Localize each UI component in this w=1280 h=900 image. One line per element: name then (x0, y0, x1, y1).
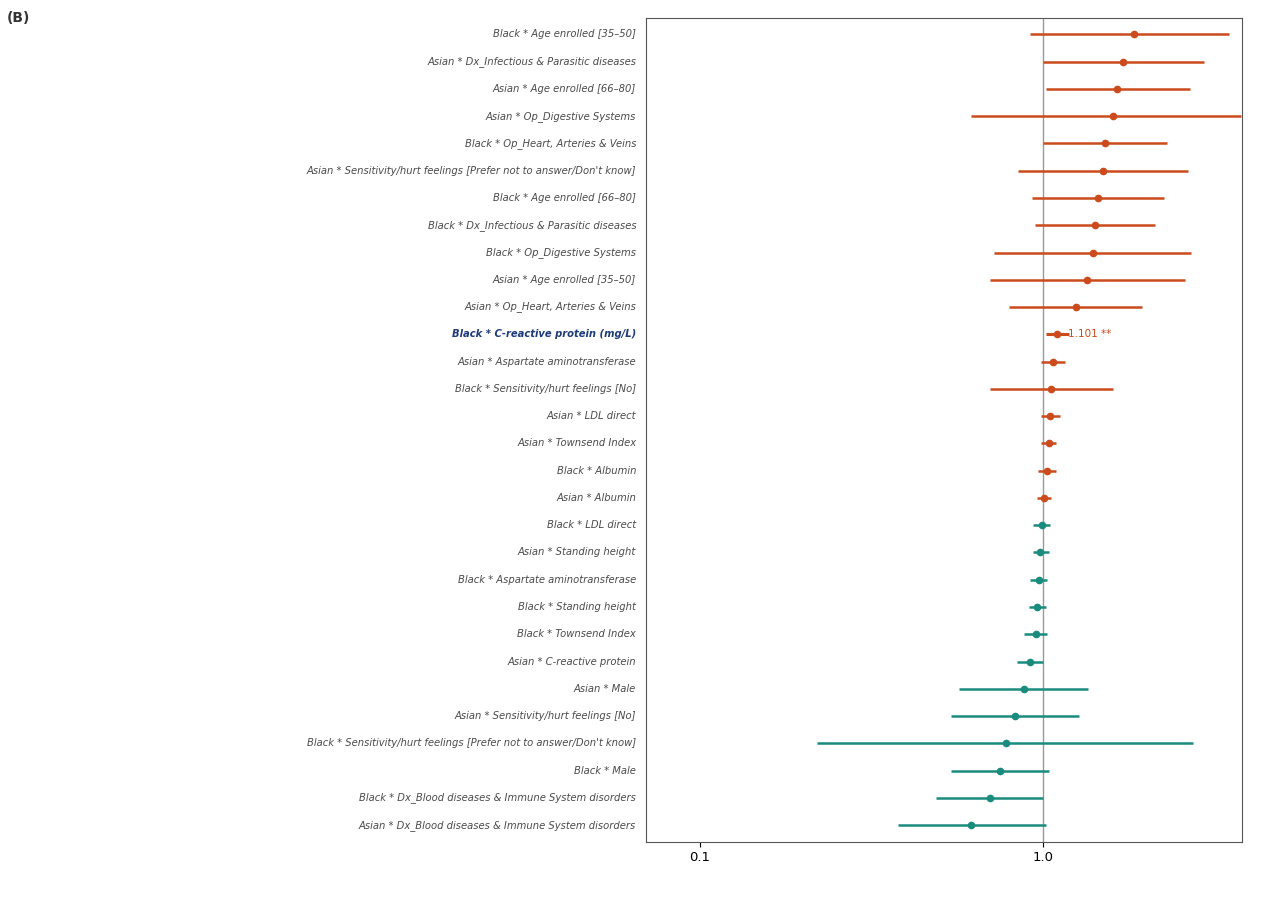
Text: Asian * LDL direct: Asian * LDL direct (547, 411, 636, 421)
Text: Asian * Standing height: Asian * Standing height (518, 547, 636, 557)
Text: 1.101 **: 1.101 ** (1068, 329, 1111, 339)
Text: Black * Op_Digestive Systems: Black * Op_Digestive Systems (486, 248, 636, 258)
Text: Asian * Male: Asian * Male (573, 684, 636, 694)
Text: Asian * Sensitivity/hurt feelings [No]: Asian * Sensitivity/hurt feelings [No] (454, 711, 636, 721)
Text: Asian * Sensitivity/hurt feelings [Prefer not to answer/Don't know]: Asian * Sensitivity/hurt feelings [Prefe… (307, 166, 636, 176)
Text: Black * Sensitivity/hurt feelings [No]: Black * Sensitivity/hurt feelings [No] (454, 383, 636, 394)
Text: Black * Age enrolled [35–50]: Black * Age enrolled [35–50] (493, 30, 636, 40)
Text: Black * Op_Heart, Arteries & Veins: Black * Op_Heart, Arteries & Veins (465, 138, 636, 148)
Text: Black * Albumin: Black * Albumin (557, 465, 636, 476)
Text: Asian * Albumin: Asian * Albumin (557, 493, 636, 503)
Text: Asian * Op_Heart, Arteries & Veins: Asian * Op_Heart, Arteries & Veins (465, 302, 636, 312)
Text: Black * Townsend Index: Black * Townsend Index (517, 629, 636, 639)
Text: Black * C-reactive protein (mg/L): Black * C-reactive protein (mg/L) (452, 329, 636, 339)
Text: Black * Aspartate aminotransferase: Black * Aspartate aminotransferase (458, 575, 636, 585)
Text: Asian * Dx_Blood diseases & Immune System disorders: Asian * Dx_Blood diseases & Immune Syste… (358, 820, 636, 831)
Text: Black * Dx_Blood diseases & Immune System disorders: Black * Dx_Blood diseases & Immune Syste… (360, 792, 636, 804)
Text: Asian * Townsend Index: Asian * Townsend Index (517, 438, 636, 448)
Text: Asian * Age enrolled [66–80]: Asian * Age enrolled [66–80] (493, 84, 636, 94)
Text: Black * Male: Black * Male (575, 766, 636, 776)
Text: Black * Sensitivity/hurt feelings [Prefer not to answer/Don't know]: Black * Sensitivity/hurt feelings [Prefe… (307, 738, 636, 748)
Text: Black * Standing height: Black * Standing height (518, 602, 636, 612)
Text: Asian * Age enrolled [35–50]: Asian * Age enrolled [35–50] (493, 274, 636, 284)
Text: Asian * C-reactive protein: Asian * C-reactive protein (508, 656, 636, 667)
Text: Asian * Dx_Infectious & Parasitic diseases: Asian * Dx_Infectious & Parasitic diseas… (428, 56, 636, 68)
Text: Black * Age enrolled [66–80]: Black * Age enrolled [66–80] (493, 193, 636, 203)
Text: Black * LDL direct: Black * LDL direct (547, 520, 636, 530)
Text: (B): (B) (6, 11, 29, 25)
Text: Asian * Op_Digestive Systems: Asian * Op_Digestive Systems (486, 111, 636, 122)
Text: Asian * Aspartate aminotransferase: Asian * Aspartate aminotransferase (457, 356, 636, 366)
Text: Black * Dx_Infectious & Parasitic diseases: Black * Dx_Infectious & Parasitic diseas… (428, 220, 636, 230)
